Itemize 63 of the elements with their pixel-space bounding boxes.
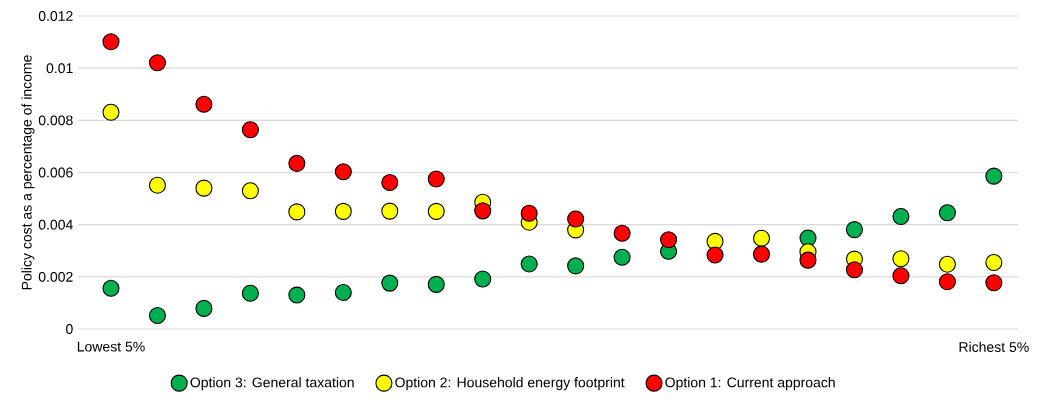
point: [706, 232, 724, 250]
point: [938, 204, 956, 222]
point: [195, 179, 213, 197]
point: [567, 257, 585, 275]
point: [241, 121, 259, 139]
point: [381, 173, 399, 191]
point: [613, 224, 631, 242]
y-tick-label: 0: [66, 324, 73, 334]
point: [567, 210, 585, 228]
point: [288, 286, 306, 304]
y-tick-label: 0.012: [38, 11, 73, 21]
point: [660, 231, 678, 249]
point: [752, 245, 771, 263]
point: [102, 33, 120, 51]
point: [195, 299, 213, 317]
point: [427, 202, 445, 220]
point: [613, 248, 631, 266]
y-tick-label: 0.01: [46, 63, 73, 74]
point: [288, 203, 306, 221]
point: [892, 267, 910, 285]
x-tick-label: Lowest 5%: [77, 341, 145, 352]
point: [474, 202, 492, 220]
point: [334, 202, 352, 220]
point: [148, 306, 166, 324]
point: [985, 253, 1003, 272]
point: [520, 204, 538, 222]
point: [938, 255, 956, 273]
point: [148, 176, 166, 194]
point: [334, 283, 352, 302]
legend-label: Option 3: General taxation: [190, 377, 354, 391]
point: [799, 229, 817, 247]
point: [985, 274, 1003, 292]
point: [752, 229, 771, 247]
point: [520, 255, 538, 273]
point: [102, 103, 120, 121]
point: [427, 170, 445, 188]
y-tick-label: 0.004: [38, 219, 73, 230]
point: [288, 154, 306, 172]
point: [799, 251, 817, 269]
point: [334, 163, 352, 181]
legend-label: Option 2: Household energy footprint: [395, 377, 625, 391]
y-tick-label: 0.002: [38, 271, 73, 282]
point: [845, 221, 863, 239]
point: [195, 95, 213, 113]
point: [241, 284, 259, 302]
point: [241, 182, 259, 200]
point: [102, 279, 120, 297]
point: [985, 167, 1003, 185]
point: [938, 273, 956, 291]
point: [381, 202, 399, 220]
point: [706, 246, 724, 264]
point: [474, 270, 492, 288]
y-axis-title: Policy cost as a percentage of income: [21, 55, 35, 290]
point: [427, 275, 445, 293]
point: [892, 250, 910, 268]
y-tick-label: 0.006: [38, 167, 73, 178]
x-tick-label: Richest 5%: [959, 341, 1029, 352]
point: [381, 274, 399, 292]
y-tick-label: 0.008: [38, 115, 73, 126]
legend-label: Option 1: Current approach: [665, 377, 835, 391]
point: [148, 54, 166, 72]
point: [845, 261, 863, 279]
point: [892, 208, 910, 226]
